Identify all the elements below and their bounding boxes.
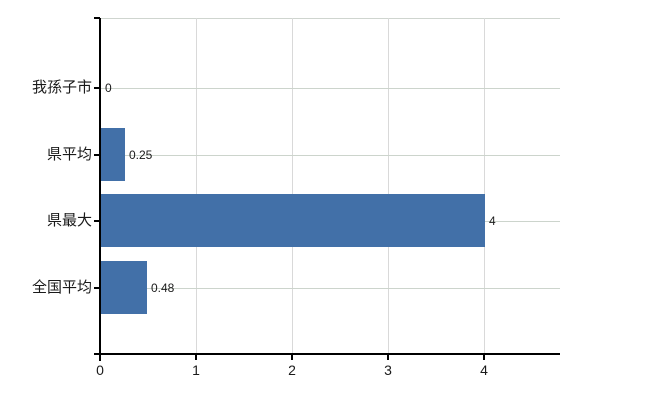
- x-tick-label: 3: [384, 362, 392, 378]
- category-label: 全国平均: [31, 279, 92, 296]
- x-gridline: [484, 18, 485, 354]
- plot-top-border: [100, 18, 560, 19]
- y-axis-top-tick: [94, 17, 100, 19]
- category-gridline: [100, 88, 560, 89]
- x-gridline: [292, 18, 293, 354]
- category-label: 県最大: [46, 212, 92, 229]
- x-tick-label: 2: [288, 362, 296, 378]
- y-axis-tick: [94, 287, 100, 289]
- x-axis: [94, 353, 560, 355]
- x-axis-tick: [291, 354, 293, 360]
- x-tick-label: 0: [96, 362, 104, 378]
- y-axis-tick: [94, 87, 100, 89]
- x-gridline: [388, 18, 389, 354]
- y-axis-tick: [94, 154, 100, 156]
- y-axis-tick: [94, 220, 100, 222]
- bar-value-label: 0.48: [151, 281, 175, 295]
- bar-value-label: 0.25: [129, 148, 153, 162]
- x-gridline: [196, 18, 197, 354]
- category-gridline: [100, 155, 560, 156]
- x-tick-label: 4: [480, 362, 488, 378]
- category-label: 県平均: [46, 146, 92, 163]
- bar: [101, 194, 485, 247]
- bar-value-label: 4: [489, 214, 496, 228]
- category-gridline: [100, 288, 560, 289]
- x-axis-tick: [483, 354, 485, 360]
- bar: [101, 128, 125, 181]
- x-tick-label: 1: [192, 362, 200, 378]
- bar-value-label: 0: [105, 81, 112, 95]
- category-label: 我孫子市: [31, 79, 92, 96]
- x-axis-tick: [195, 354, 197, 360]
- y-axis: [99, 18, 101, 361]
- x-axis-tick: [387, 354, 389, 360]
- bar: [101, 261, 147, 314]
